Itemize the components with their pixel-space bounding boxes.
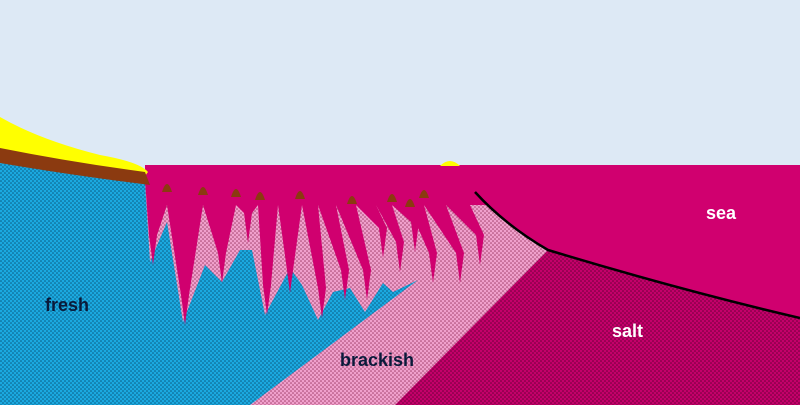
label-salt: salt — [612, 321, 643, 341]
fresh-zone — [0, 160, 418, 405]
island-caps — [162, 184, 429, 207]
saltwater-interface-line — [474, 191, 800, 320]
island-cap — [387, 194, 397, 202]
island-cap — [231, 189, 241, 197]
soil-layer — [0, 148, 150, 185]
label-fresh: fresh — [45, 295, 89, 315]
island-cap — [419, 190, 429, 198]
island-cap — [405, 199, 415, 207]
label-brackish: brackish — [340, 350, 414, 370]
label-sea: sea — [706, 203, 737, 223]
island-cap — [347, 196, 357, 204]
island-cap — [162, 184, 172, 192]
island-cap — [198, 187, 208, 195]
island-cap — [295, 191, 305, 199]
salt-zone — [395, 250, 800, 405]
sand-layer — [0, 117, 460, 176]
sea-zone — [145, 165, 800, 325]
island-cap — [255, 192, 265, 200]
